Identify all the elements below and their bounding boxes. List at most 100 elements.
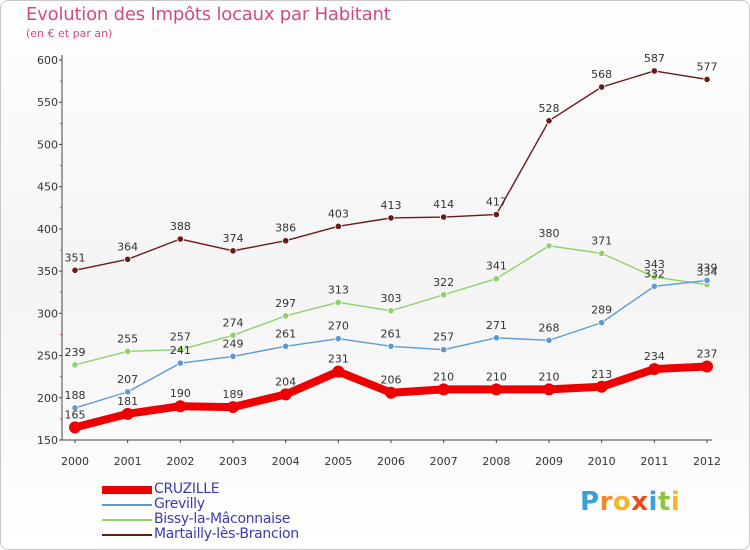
x-tick-label: 2003	[219, 455, 247, 468]
chart-subtitle: (en € et par an)	[26, 27, 113, 40]
legend-swatch	[102, 504, 152, 506]
data-point	[492, 334, 500, 342]
data-label: 403	[328, 207, 349, 220]
logo-letter: P	[580, 487, 600, 517]
x-tick-label: 2001	[114, 455, 142, 468]
data-point	[701, 360, 713, 373]
legend-label: Grevilly	[154, 496, 205, 512]
data-point	[595, 380, 608, 393]
data-point	[598, 319, 606, 327]
data-point	[121, 407, 134, 420]
y-tick-label: 350	[37, 265, 58, 278]
data-label: 257	[170, 331, 191, 344]
data-point	[71, 266, 79, 274]
data-point	[282, 237, 290, 245]
data-label: 289	[591, 304, 612, 317]
data-label: 241	[170, 344, 191, 357]
data-point	[176, 235, 184, 243]
x-tick-label: 2002	[166, 455, 194, 468]
data-label: 414	[433, 198, 454, 211]
data-label: 255	[117, 332, 138, 345]
x-tick-label: 2011	[640, 455, 668, 468]
data-label: 274	[223, 316, 244, 329]
data-label: 234	[644, 350, 665, 363]
data-label: 189	[223, 388, 244, 401]
data-point	[703, 75, 711, 84]
x-tick-label: 2012	[693, 455, 721, 468]
x-tick-label: 2000	[61, 455, 89, 468]
data-label: 364	[117, 240, 138, 253]
y-tick-label: 550	[37, 96, 58, 109]
data-label: 210	[486, 370, 507, 383]
logo-letter: i	[670, 487, 681, 517]
data-label: 380	[539, 227, 560, 240]
data-label: 388	[170, 220, 191, 233]
x-tick-label: 2010	[588, 455, 616, 468]
series-layer	[69, 67, 713, 434]
data-label: 181	[117, 395, 138, 408]
data-point	[227, 401, 239, 414]
data-point	[598, 249, 606, 257]
data-point	[334, 298, 342, 306]
legend-label: Martailly-lès-Brancion	[154, 526, 299, 542]
data-point	[334, 335, 342, 343]
data-label: 339	[697, 261, 718, 274]
data-point	[174, 400, 187, 413]
data-label: 237	[697, 348, 718, 361]
data-point	[492, 275, 500, 283]
data-point	[229, 247, 237, 255]
data-point	[124, 388, 132, 396]
data-point	[71, 404, 79, 412]
data-point	[545, 117, 553, 125]
data-label: 386	[275, 222, 296, 235]
data-label: 417	[486, 196, 507, 209]
series-1	[71, 276, 711, 412]
data-point	[282, 342, 290, 350]
data-point	[229, 331, 237, 339]
y-tick-label: 500	[37, 138, 58, 151]
y-tick-label: 250	[37, 350, 58, 363]
legend-swatch	[102, 486, 152, 494]
data-point	[176, 359, 184, 367]
data-point	[176, 346, 184, 354]
data-label: 332	[644, 267, 665, 280]
logo-letter: i	[648, 487, 658, 517]
data-point	[124, 255, 132, 263]
data-point	[650, 282, 658, 290]
legend-label: Bissy-la-Mâconnaise	[154, 511, 291, 527]
y-tick-label: 600	[37, 54, 58, 67]
x-tick-label: 2007	[430, 455, 458, 468]
data-label: 334	[697, 266, 718, 279]
data-label: 271	[486, 319, 507, 332]
data-label: 343	[644, 258, 665, 271]
data-point	[545, 242, 553, 250]
data-point	[545, 336, 553, 344]
legend-swatch	[102, 519, 152, 521]
data-label: 257	[433, 331, 454, 344]
data-label: 239	[65, 346, 86, 359]
x-tick-label: 2009	[535, 455, 563, 468]
data-label: 213	[591, 368, 612, 381]
data-point	[282, 312, 290, 320]
y-tick-label: 400	[37, 223, 58, 236]
data-label: 249	[223, 337, 244, 350]
logo-letter: t	[657, 487, 671, 517]
chart-title: Evolution des Impôts locaux par Habitant	[26, 4, 391, 25]
axes: 150 200 250 300 350 400 450 500 550 600 2000 2001 20…	[37, 54, 721, 468]
data-label: 528	[539, 102, 560, 115]
logo-letter: x	[631, 487, 649, 517]
data-label: 587	[644, 52, 665, 65]
data-label: 210	[539, 370, 560, 383]
data-point	[440, 291, 448, 299]
data-label: 371	[591, 234, 612, 247]
data-label: 351	[65, 251, 86, 264]
legend-swatch	[102, 534, 152, 536]
data-point	[492, 210, 500, 219]
data-label: 206	[381, 374, 402, 387]
data-label: 297	[275, 297, 296, 310]
data-point	[387, 307, 395, 315]
data-point	[650, 273, 658, 281]
data-point	[650, 67, 658, 75]
